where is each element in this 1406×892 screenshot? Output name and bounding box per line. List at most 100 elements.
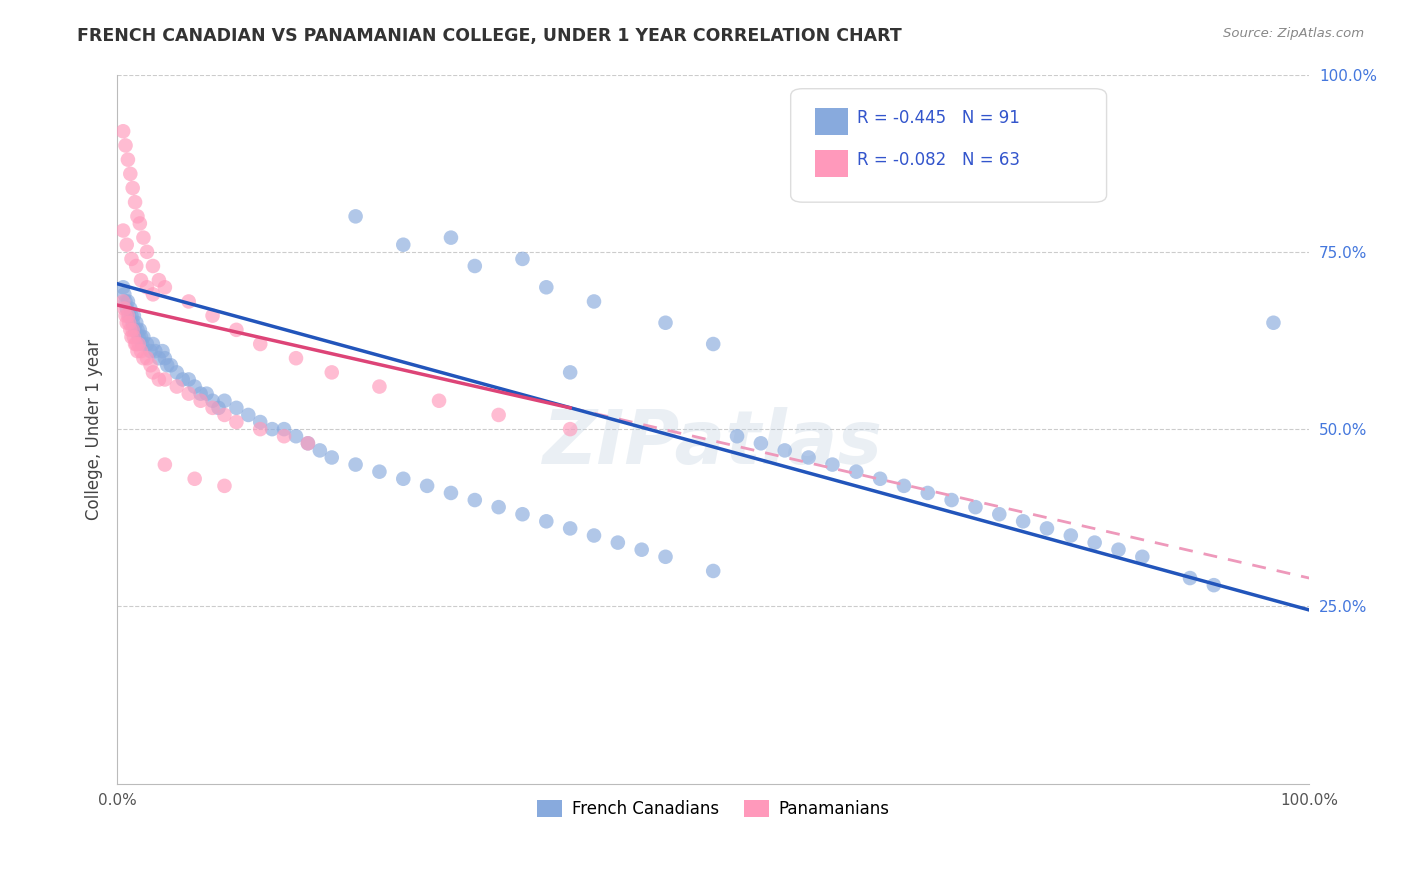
Point (582, 528, 605, 542)
Point (148, 351, 170, 366)
Point (124, 323, 146, 337)
Point (416, 479, 439, 493)
Point (148, 372, 170, 386)
Point (1108, 542, 1130, 557)
Point (249, 337, 271, 351)
Point (321, 365, 343, 379)
Point (127, 344, 149, 359)
Point (125, 337, 148, 351)
Point (1130, 549, 1153, 564)
Point (177, 372, 200, 386)
Point (654, 316, 676, 330)
Point (115, 301, 138, 316)
Text: Source: ZipAtlas.com: Source: ZipAtlas.com (1223, 27, 1364, 40)
Point (153, 280, 176, 294)
Point (1263, 316, 1285, 330)
Point (112, 294, 135, 309)
Point (166, 379, 188, 393)
Point (941, 493, 963, 508)
Point (117, 309, 139, 323)
Point (249, 422, 271, 436)
Point (285, 351, 308, 366)
Text: FRENCH CANADIAN VS PANAMANIAN COLLEGE, UNDER 1 YEAR CORRELATION CHART: FRENCH CANADIAN VS PANAMANIAN COLLEGE, U… (77, 27, 903, 45)
Point (297, 436, 319, 450)
Point (177, 294, 200, 309)
Point (152, 344, 174, 359)
Point (536, 514, 558, 528)
Point (153, 458, 176, 472)
Point (606, 535, 628, 549)
Bar (814, 108, 848, 135)
Point (464, 259, 486, 273)
FancyBboxPatch shape (790, 88, 1107, 202)
Point (128, 217, 150, 231)
Point (654, 549, 676, 564)
Point (139, 344, 162, 359)
Point (121, 323, 143, 337)
Bar (814, 151, 848, 178)
Point (845, 465, 868, 479)
Point (153, 351, 176, 366)
Point (142, 287, 165, 301)
Point (129, 330, 152, 344)
Point (190, 386, 212, 401)
Point (124, 195, 146, 210)
Point (117, 294, 139, 309)
Point (139, 359, 162, 373)
Point (308, 443, 330, 458)
Point (142, 259, 165, 273)
Point (129, 344, 152, 359)
Point (273, 429, 295, 443)
Point (195, 386, 218, 401)
Point (136, 337, 159, 351)
Point (112, 223, 135, 237)
Point (214, 393, 236, 408)
Point (142, 337, 165, 351)
Point (120, 301, 142, 316)
Point (183, 472, 205, 486)
Point (488, 500, 510, 515)
Text: R = -0.082   N = 63: R = -0.082 N = 63 (858, 151, 1021, 169)
Point (773, 443, 796, 458)
Point (121, 330, 143, 344)
Text: R = -0.445   N = 91: R = -0.445 N = 91 (858, 110, 1021, 128)
Point (127, 323, 149, 337)
Point (427, 393, 450, 408)
Point (190, 393, 212, 408)
Point (582, 294, 605, 309)
Point (115, 316, 138, 330)
Point (122, 309, 145, 323)
Point (702, 337, 724, 351)
Point (136, 244, 159, 259)
Point (132, 330, 155, 344)
Point (156, 359, 179, 373)
Text: ZIPatlas: ZIPatlas (543, 407, 883, 480)
Point (125, 316, 148, 330)
Legend: French Canadians, Panamanians: French Canadians, Panamanians (530, 794, 897, 825)
Point (440, 230, 463, 244)
Point (177, 386, 200, 401)
Point (132, 351, 155, 366)
Point (112, 280, 135, 294)
Point (114, 294, 136, 309)
Point (128, 323, 150, 337)
Point (702, 564, 724, 578)
Point (172, 372, 194, 386)
Point (118, 309, 141, 323)
Point (128, 337, 150, 351)
Point (725, 429, 748, 443)
Point (136, 351, 159, 366)
Point (129, 273, 152, 287)
Point (121, 316, 143, 330)
Point (893, 479, 915, 493)
Point (114, 138, 136, 153)
Point (128, 330, 150, 344)
Point (238, 408, 260, 422)
Point (166, 365, 188, 379)
Point (262, 422, 284, 436)
Point (160, 359, 183, 373)
Point (368, 465, 391, 479)
Point (125, 259, 148, 273)
Point (121, 252, 143, 266)
Point (988, 507, 1011, 521)
